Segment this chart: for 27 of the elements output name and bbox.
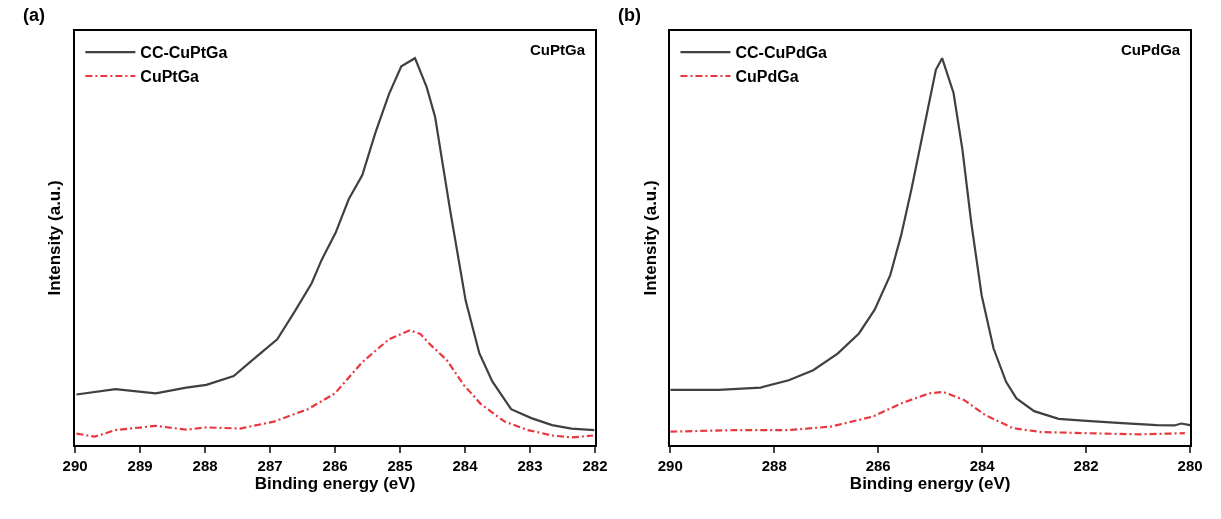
text: CuPdGa	[1121, 41, 1181, 58]
legend-label: CuPdGa	[735, 68, 799, 86]
x-tick-label: 282	[582, 456, 608, 474]
x-tick-label: 287	[257, 456, 283, 474]
x-tick-label: 290	[657, 456, 683, 474]
chart-title: (a)	[23, 5, 45, 25]
legend-label: CuPtGa	[140, 68, 200, 86]
x-tick-label: 284	[452, 456, 479, 474]
x-tick-label: 288	[192, 456, 218, 474]
x-tick-label: 282	[1073, 456, 1099, 474]
x-tick-label: 280	[1177, 456, 1203, 474]
x-tick-label: 285	[387, 456, 413, 474]
x-tick-label: 286	[322, 456, 348, 474]
x-tick-label: 286	[865, 456, 891, 474]
x-tick-label: 289	[127, 456, 153, 474]
x-axis-title: Binding energy (eV)	[849, 473, 1011, 493]
x-tick-label: 288	[761, 456, 787, 474]
x-tick-label: 290	[62, 456, 88, 474]
y-axis-title: Intensity (a.u.)	[640, 180, 660, 296]
x-tick-label: 283	[517, 456, 543, 474]
x-tick-label: 284	[969, 456, 996, 474]
chart-title: (b)	[618, 5, 641, 25]
y-axis-title: Intensity (a.u.)	[45, 180, 65, 296]
legend-label: CC-CuPdGa	[735, 44, 828, 62]
text: CuPtGa	[530, 41, 586, 58]
legend-label: CC-CuPtGa	[140, 44, 228, 62]
x-axis-title: Binding energy (eV)	[254, 473, 416, 493]
